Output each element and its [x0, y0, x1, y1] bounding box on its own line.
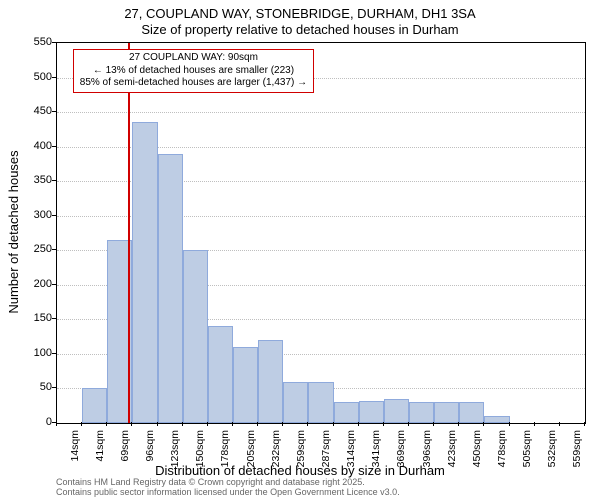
x-tick-mark	[584, 422, 585, 426]
annotation-box: 27 COUPLAND WAY: 90sqm ← 13% of detached…	[73, 49, 314, 93]
histogram-bar	[384, 399, 409, 423]
x-tick-mark	[131, 422, 132, 426]
histogram-bar	[409, 402, 434, 423]
x-axis-label: Distribution of detached houses by size …	[0, 463, 600, 478]
y-tick-label: 400	[28, 140, 52, 152]
histogram-bar	[82, 388, 107, 423]
x-tick-mark	[483, 422, 484, 426]
histogram-bar	[132, 122, 157, 423]
x-tick-mark	[207, 422, 208, 426]
footnote: Contains HM Land Registry data © Crown c…	[56, 478, 400, 498]
x-tick-mark	[408, 422, 409, 426]
annotation-larger: 85% of semi-detached houses are larger (…	[80, 77, 307, 90]
y-tick-label: 200	[28, 278, 52, 290]
y-tick-label: 350	[28, 174, 52, 186]
y-tick-label: 550	[28, 36, 52, 48]
x-tick-mark	[358, 422, 359, 426]
histogram-bar	[334, 402, 359, 423]
x-tick-mark	[307, 422, 308, 426]
y-tick-label: 50	[28, 381, 52, 393]
chart-title-address: 27, COUPLAND WAY, STONEBRIDGE, DURHAM, D…	[0, 6, 600, 21]
chart-subtitle: Size of property relative to detached ho…	[0, 22, 600, 37]
x-tick-mark	[106, 422, 107, 426]
histogram-bar	[208, 326, 233, 423]
y-tick-label: 0	[28, 416, 52, 428]
histogram-bar	[359, 401, 384, 423]
x-tick-mark	[232, 422, 233, 426]
x-tick-mark	[458, 422, 459, 426]
x-tick-mark	[383, 422, 384, 426]
histogram-bar	[158, 154, 183, 423]
x-tick-mark	[157, 422, 158, 426]
histogram-bar	[258, 340, 283, 423]
y-tick-label: 150	[28, 312, 52, 324]
x-tick-mark	[56, 422, 57, 426]
histogram-bar	[459, 402, 484, 423]
histogram-bar	[308, 382, 333, 423]
histogram-bar	[183, 250, 208, 423]
y-tick-label: 450	[28, 105, 52, 117]
y-tick-label: 250	[28, 243, 52, 255]
histogram-bar	[283, 382, 308, 423]
x-tick-mark	[534, 422, 535, 426]
histogram-bar	[434, 402, 459, 423]
x-tick-mark	[559, 422, 560, 426]
y-tick-label: 100	[28, 347, 52, 359]
y-axis-label: Number of detached houses	[6, 150, 21, 313]
annotation-property: 27 COUPLAND WAY: 90sqm	[80, 52, 307, 65]
plot-area: 27 COUPLAND WAY: 90sqm ← 13% of detached…	[56, 42, 586, 424]
y-tick-label: 500	[28, 71, 52, 83]
x-tick-mark	[257, 422, 258, 426]
x-tick-mark	[282, 422, 283, 426]
annotation-smaller: ← 13% of detached houses are smaller (22…	[80, 65, 307, 78]
histogram-bar	[233, 347, 258, 423]
footnote-line-2: Contains public sector information licen…	[56, 488, 400, 498]
y-tick-label: 300	[28, 209, 52, 221]
property-marker-line	[128, 43, 130, 423]
x-tick-mark	[333, 422, 334, 426]
x-tick-mark	[509, 422, 510, 426]
chart-container: 27, COUPLAND WAY, STONEBRIDGE, DURHAM, D…	[0, 0, 600, 500]
x-tick-mark	[433, 422, 434, 426]
histogram-bar	[484, 416, 509, 423]
x-tick-mark	[182, 422, 183, 426]
gridline	[57, 112, 585, 113]
x-tick-mark	[81, 422, 82, 426]
